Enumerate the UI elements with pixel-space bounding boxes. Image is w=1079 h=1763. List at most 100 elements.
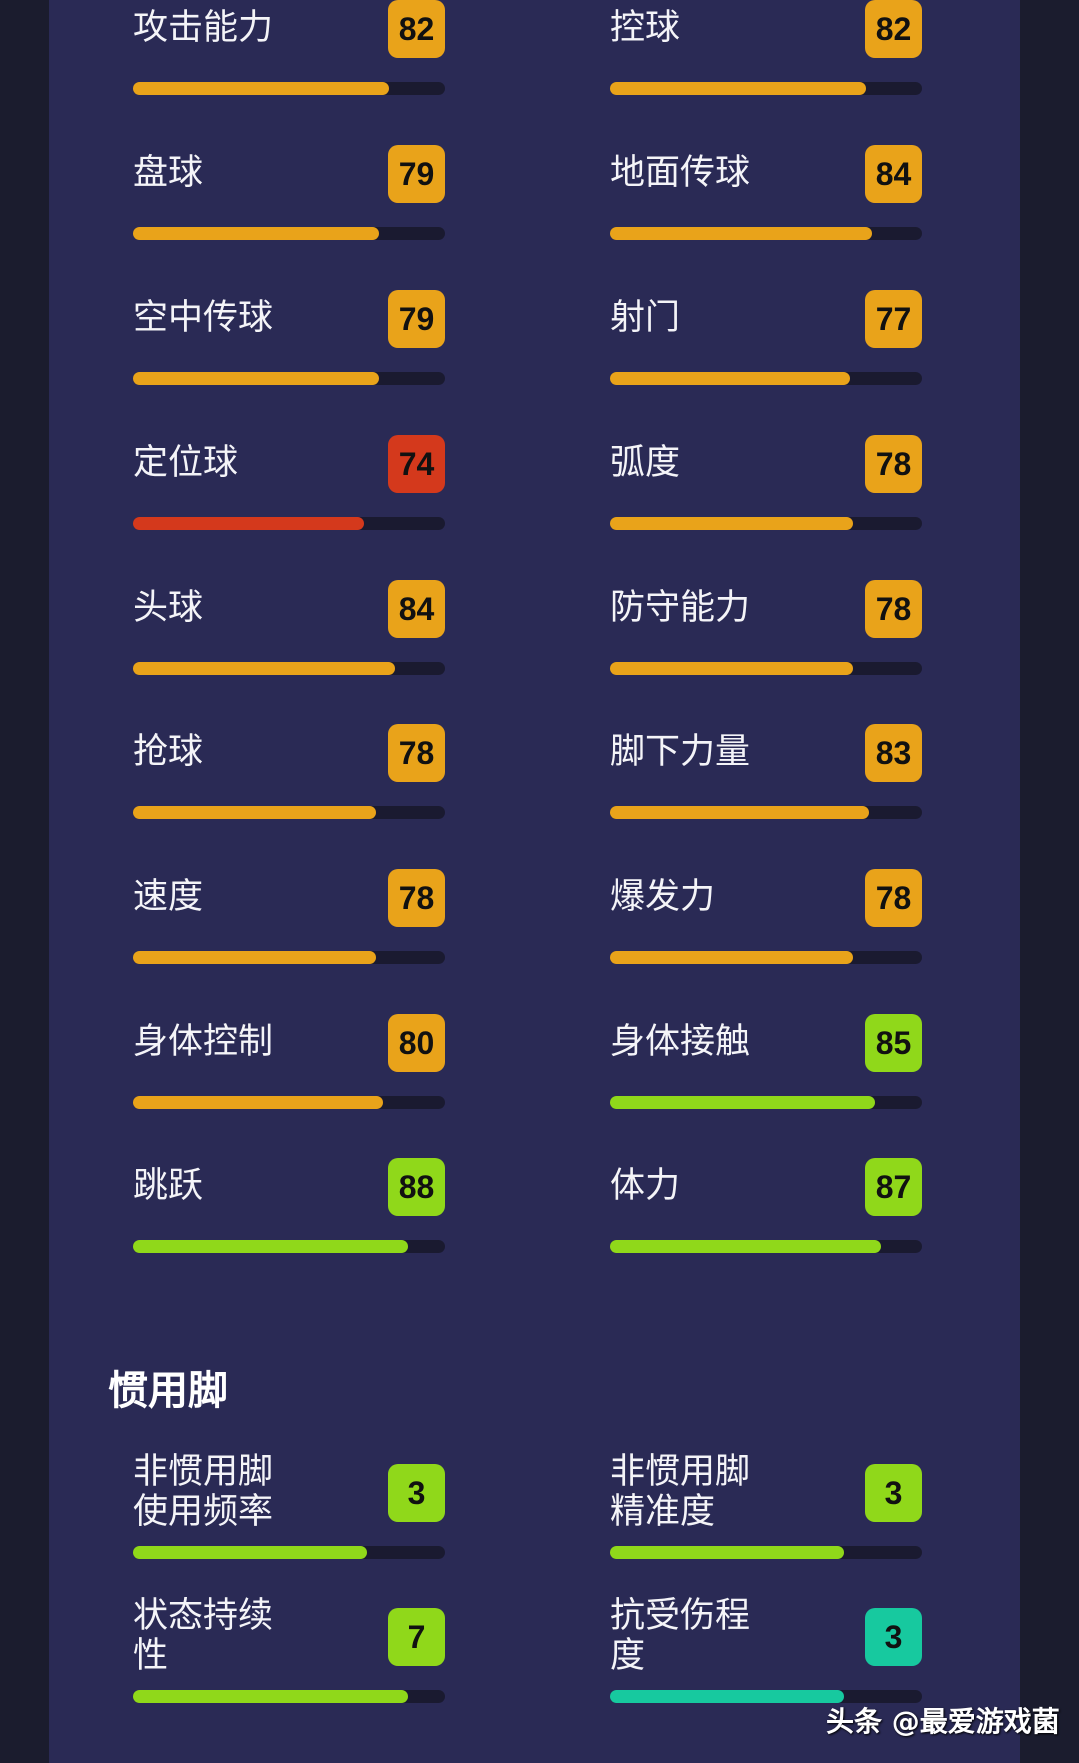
stat-bar-fill	[610, 951, 854, 964]
stat-bar-track	[133, 951, 445, 964]
stat-value-badge: 3	[865, 1464, 922, 1522]
stat-bar-fill	[610, 662, 854, 675]
stat-label: 定位球	[133, 443, 239, 483]
stat-value-badge: 80	[388, 1014, 445, 1072]
stat-value-badge: 78	[388, 869, 445, 927]
stat-label: 弧度	[610, 443, 681, 483]
stat-item: 状态持续 性 7	[133, 1596, 445, 1718]
stat-bar-track	[610, 806, 922, 819]
stat-value-badge: 84	[388, 580, 445, 638]
stat-bar-fill	[133, 1240, 408, 1253]
stat-bar-track	[610, 662, 922, 675]
stat-value-badge: 78	[865, 435, 922, 493]
stat-item: 体力 87	[610, 1158, 922, 1268]
stat-bar-fill	[133, 662, 396, 675]
stat-item: 身体接触 85	[610, 1014, 922, 1124]
stat-value-badge: 82	[388, 0, 445, 58]
stat-bar-track	[133, 806, 445, 819]
stat-label: 体力	[610, 1166, 681, 1206]
stat-label: 身体接触	[610, 1022, 751, 1062]
section-title-preferred-foot: 惯用脚	[108, 1368, 228, 1414]
stat-label: 非惯用脚 精准度	[610, 1452, 751, 1532]
stat-item: 攻击能力 82	[133, 0, 445, 110]
stat-value-badge: 85	[865, 1014, 922, 1072]
stat-label: 地面传球	[610, 153, 751, 193]
stat-item: 头球 84	[133, 580, 445, 690]
stat-item: 抢球 78	[133, 724, 445, 834]
stat-value-badge: 3	[388, 1464, 445, 1522]
stat-label: 射门	[610, 298, 681, 338]
stat-bar-fill	[610, 1240, 882, 1253]
stat-bar-fill	[610, 372, 851, 385]
stat-bar-fill	[610, 517, 854, 530]
stat-item: 速度 78	[133, 869, 445, 979]
stat-item: 防守能力 78	[610, 580, 922, 690]
stat-bar-fill	[133, 1546, 367, 1559]
stat-bar-fill	[610, 82, 866, 95]
stat-bar-fill	[133, 227, 380, 240]
stat-bar-fill	[610, 806, 869, 819]
stat-value-badge: 83	[865, 724, 922, 782]
stat-bar-track	[133, 227, 445, 240]
stats-panel	[49, 0, 1020, 1763]
stat-label: 攻击能力	[133, 8, 274, 48]
stat-bar-fill	[133, 517, 364, 530]
stat-value-badge: 88	[388, 1158, 445, 1216]
stat-bar-track	[133, 662, 445, 675]
stat-item: 定位球 74	[133, 435, 445, 545]
stat-value-badge: 78	[388, 724, 445, 782]
stat-value-badge: 74	[388, 435, 445, 493]
stat-bar-fill	[133, 806, 377, 819]
stat-value-badge: 82	[865, 0, 922, 58]
stat-bar-track	[133, 517, 445, 530]
watermark: 头条 @最爱游戏菌	[826, 1705, 1060, 1738]
stat-label: 抢球	[133, 732, 204, 772]
stat-label: 控球	[610, 8, 681, 48]
stat-bar-fill	[610, 1096, 876, 1109]
stat-label: 跳跃	[133, 1166, 204, 1206]
stat-bar-track	[610, 951, 922, 964]
stat-value-badge: 7	[388, 1608, 445, 1666]
stat-bar-fill	[133, 951, 377, 964]
stat-bar-fill	[133, 1096, 383, 1109]
stat-bar-fill	[610, 1546, 844, 1559]
stat-bar-track	[133, 1690, 445, 1703]
stat-bar-fill	[133, 1690, 408, 1703]
stat-bar-fill	[610, 1690, 844, 1703]
stat-item: 脚下力量 83	[610, 724, 922, 834]
stat-label: 身体控制	[133, 1022, 274, 1062]
stat-value-badge: 78	[865, 580, 922, 638]
stat-item: 盘球 79	[133, 145, 445, 255]
stat-label: 非惯用脚 使用频率	[133, 1452, 274, 1532]
stat-item: 抗受伤程 度 3	[610, 1596, 922, 1718]
stat-item: 爆发力 78	[610, 869, 922, 979]
stat-bar-track	[610, 1690, 922, 1703]
stat-label: 爆发力	[610, 877, 716, 917]
stat-bar-track	[133, 1096, 445, 1109]
stat-label: 头球	[133, 588, 204, 628]
stat-value-badge: 3	[865, 1608, 922, 1666]
stat-value-badge: 79	[388, 290, 445, 348]
stat-bar-fill	[133, 82, 389, 95]
stat-label: 防守能力	[610, 588, 751, 628]
stat-label: 状态持续 性	[133, 1596, 274, 1676]
stat-bar-track	[133, 372, 445, 385]
stat-bar-track	[610, 1546, 922, 1559]
stat-item: 控球 82	[610, 0, 922, 110]
stat-item: 空中传球 79	[133, 290, 445, 400]
stat-value-badge: 77	[865, 290, 922, 348]
stat-item: 非惯用脚 精准度 3	[610, 1452, 922, 1574]
stat-item: 弧度 78	[610, 435, 922, 545]
stat-bar-track	[610, 1240, 922, 1253]
stat-bar-track	[610, 372, 922, 385]
stat-bar-track	[133, 82, 445, 95]
stat-bar-track	[610, 227, 922, 240]
stat-label: 空中传球	[133, 298, 274, 338]
stat-label: 盘球	[133, 153, 204, 193]
stat-value-badge: 79	[388, 145, 445, 203]
stat-value-badge: 87	[865, 1158, 922, 1216]
stat-label: 速度	[133, 877, 204, 917]
stat-item: 非惯用脚 使用频率 3	[133, 1452, 445, 1574]
stat-value-badge: 84	[865, 145, 922, 203]
stat-label: 抗受伤程 度	[610, 1596, 751, 1676]
